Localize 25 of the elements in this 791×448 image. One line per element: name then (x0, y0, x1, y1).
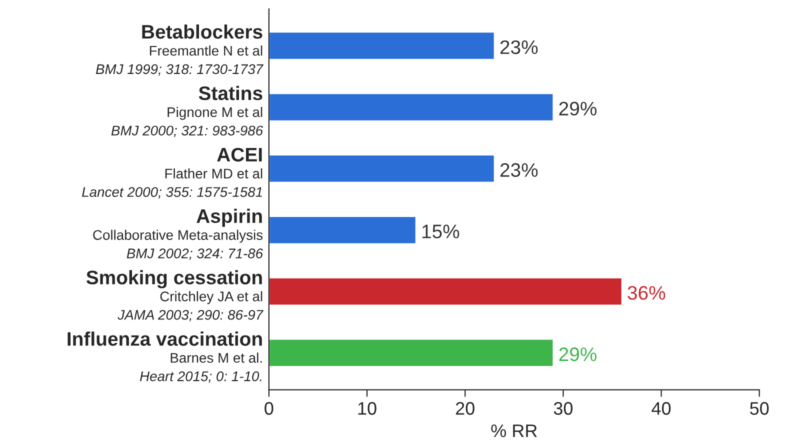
bar (268, 338, 554, 368)
y-tick-label: Statins Pignone M et al BMJ 2000; 321: 983-986 (111, 86, 264, 138)
x-tick-label: 0 (264, 402, 274, 415)
x-tick-label: 30 (554, 402, 573, 415)
x-tick-label: 10 (358, 402, 376, 415)
data-label: 36% (628, 286, 666, 300)
y-tick-label: Influenza vaccination Barnes M et al. Heart 2015; 0: 1-10. (68, 332, 262, 383)
data-label: 29% (559, 102, 597, 116)
y-tick-label: ACEI Flather MD et al Lancet 2000; 355: 1575-1581 (82, 148, 262, 199)
x-axis-title: % RR (491, 424, 537, 438)
y-tick-label: Aspirin Collaborative Meta-analysis BMJ 2002; 324: 71-86 (93, 208, 264, 260)
bar (268, 31, 496, 60)
x-tick-label: 20 (456, 402, 474, 415)
x-tick-label: 40 (652, 402, 671, 415)
data-label: 23% (500, 163, 538, 177)
data-label: 23% (500, 40, 538, 54)
bar (268, 216, 417, 245)
y-tick-label: Smoking cessation Critchley JA et al JAMA 2003; 290: 86-97 (86, 270, 264, 322)
data-label: 29% (559, 347, 597, 362)
bar (268, 92, 554, 122)
data-label: 15% (422, 224, 460, 238)
y-tick-label: Betablockers Freemantle N et al BMJ 1999; 318: 1730-1737 (96, 24, 264, 76)
bar (268, 276, 623, 306)
bar (268, 154, 496, 184)
x-tick-label: 50 (750, 402, 769, 415)
